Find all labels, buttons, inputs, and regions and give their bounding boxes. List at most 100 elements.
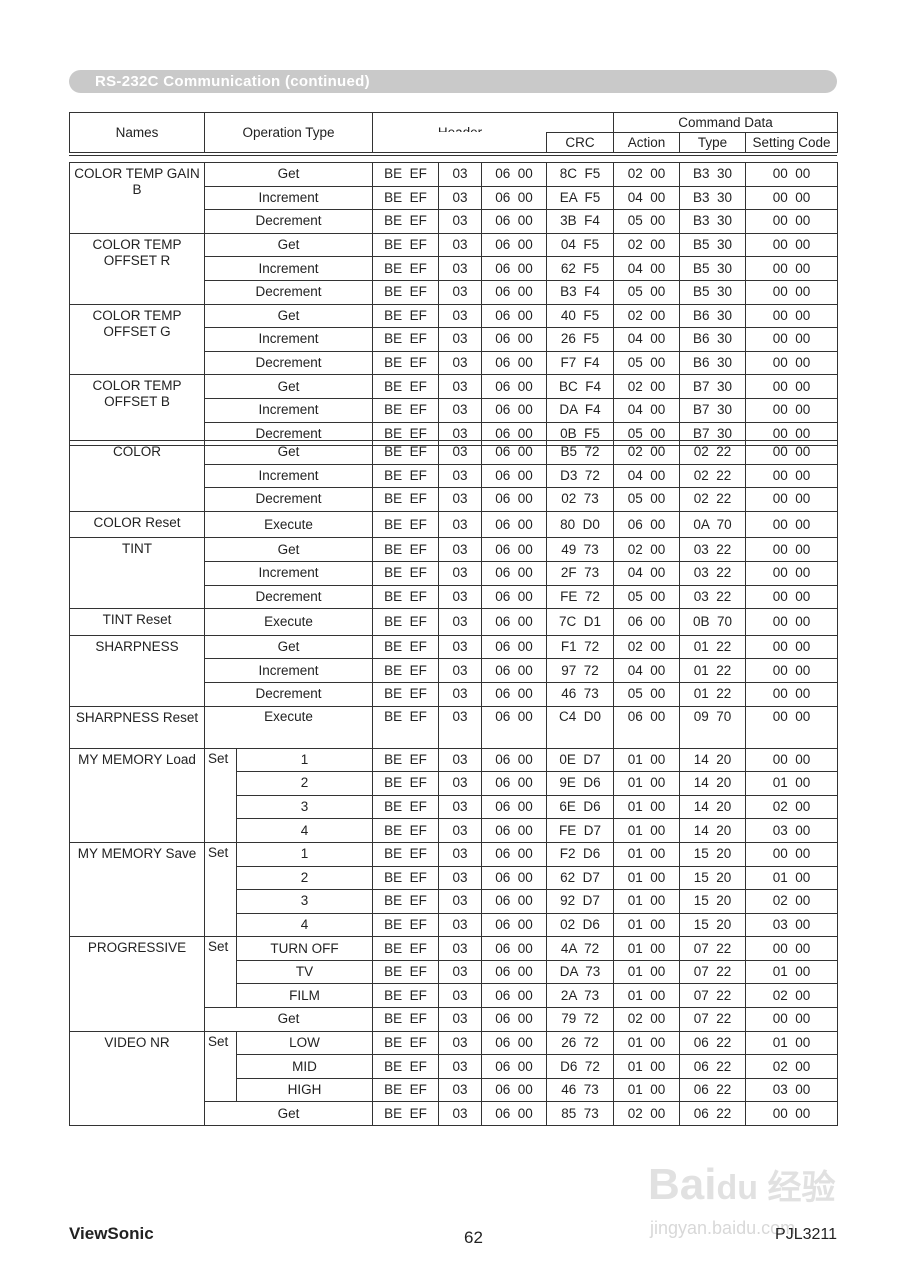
- header-bytes: BE EF: [372, 658, 440, 683]
- header-bytes: BE EF: [372, 537, 440, 562]
- action: 05 00: [613, 487, 681, 512]
- header-06-00: 06 00: [481, 510, 548, 539]
- action: 02 00: [613, 374, 681, 399]
- action: 02 00: [613, 232, 681, 258]
- action: 01 00: [613, 959, 681, 985]
- command-name: COLOR: [69, 440, 205, 512]
- header-header: Header: [371, 112, 615, 133]
- operation-value: FILM: [235, 983, 374, 1009]
- header-bytes: BE EF: [372, 1054, 440, 1079]
- table-row: COLOR TEMP GAIN B Get BE EF 03 06 00 8C F5 02 …: [69, 162, 839, 234]
- crc: FE D7: [546, 818, 615, 843]
- action: 06 00: [613, 608, 681, 636]
- action: 01 00: [613, 771, 681, 796]
- crc: 26 F5: [546, 327, 615, 352]
- table-row: TV BE EF 03 06 00 DA 73 01 00 07 22 01 00: [70, 959, 839, 985]
- header-03: 03: [438, 537, 483, 562]
- action: 01 00: [613, 865, 681, 891]
- setting-code: 00 00: [745, 1101, 839, 1127]
- setting-code: 00 00: [745, 256, 839, 281]
- type: 06 22: [679, 1101, 747, 1127]
- header-bytes: BE EF: [372, 162, 440, 187]
- action: 04 00: [613, 658, 681, 683]
- header-03: 03: [438, 1007, 483, 1032]
- type: B5 30: [679, 279, 747, 305]
- table-row: 3 BE EF 03 06 00 6E D6 01 00 14 20 02 00: [70, 794, 839, 820]
- crc: 62 D7: [546, 865, 615, 891]
- header-03: 03: [438, 841, 483, 867]
- type: 07 22: [679, 936, 747, 961]
- type: 15 20: [679, 841, 747, 867]
- header-03: 03: [438, 912, 483, 938]
- header-06-00: 06 00: [481, 162, 548, 187]
- header-03: 03: [438, 397, 483, 423]
- header-06-00: 06 00: [481, 350, 548, 376]
- header-03: 03: [438, 256, 483, 281]
- operation-type: Execute: [203, 608, 374, 636]
- table-row: 4 BE EF 03 06 00 02 D6 01 00 15 20 03 00: [70, 912, 839, 938]
- type: 01 22: [679, 658, 747, 683]
- action: 01 00: [613, 983, 681, 1009]
- setting-code: 02 00: [745, 794, 839, 820]
- header-06-00: 06 00: [481, 1030, 548, 1056]
- table-row: Decrement BE EF 03 06 00 3B F4 05 00 B3 30 00 0…: [70, 209, 839, 234]
- header-06-00: 06 00: [481, 889, 548, 914]
- type: 15 20: [679, 889, 747, 914]
- table-row: Increment BE EF 03 06 00 62 F5 04 00 B5 30 00 0…: [70, 256, 839, 281]
- action: 02 00: [613, 162, 681, 187]
- table-header: Names Operation Type Header Command Data…: [69, 112, 839, 153]
- table-row: COLOR TEMP OFFSET G Get BE EF 03 06 00 40 F5 0…: [69, 303, 839, 376]
- header-06-00: 06 00: [481, 256, 548, 281]
- header-bytes: BE EF: [372, 865, 440, 891]
- table-row: HIGH BE EF 03 06 00 46 73 01 00 06 22 03 00: [70, 1077, 839, 1103]
- setting-code: 00 00: [745, 162, 839, 187]
- type: 07 22: [679, 1007, 747, 1032]
- action: 02 00: [613, 537, 681, 562]
- command-name: COLOR Reset: [69, 510, 205, 539]
- crc: D6 72: [546, 1054, 615, 1079]
- header-03: 03: [438, 747, 483, 773]
- header-bytes: BE EF: [372, 959, 440, 985]
- header-bytes: BE EF: [372, 232, 440, 258]
- action: 04 00: [613, 327, 681, 352]
- header-bytes: BE EF: [372, 584, 440, 610]
- header-bytes: BE EF: [372, 818, 440, 843]
- header-03: 03: [438, 936, 483, 961]
- operation-value: 3: [235, 889, 374, 914]
- header-bytes: BE EF: [372, 487, 440, 512]
- crc: EA F5: [546, 185, 615, 211]
- header-06-00: 06 00: [481, 1054, 548, 1079]
- crc: 02 73: [546, 487, 615, 512]
- set-label: Set: [204, 936, 237, 1009]
- section-title: RS-232C Communication (continued): [95, 73, 370, 90]
- header-03: 03: [438, 440, 483, 465]
- header-06-00: 06 00: [481, 634, 548, 660]
- setting-code: 03 00: [745, 912, 839, 938]
- header-bytes: BE EF: [372, 350, 440, 376]
- operation-value: 4: [235, 912, 374, 938]
- header-03: 03: [438, 584, 483, 610]
- header-bytes: BE EF: [372, 747, 440, 773]
- action: 05 00: [613, 681, 681, 707]
- action: 01 00: [613, 1054, 681, 1079]
- operation-value: TURN OFF: [235, 936, 374, 961]
- type: 14 20: [679, 747, 747, 773]
- setting-code: 00 00: [745, 747, 839, 773]
- crc: 97 72: [546, 658, 615, 683]
- header-command-data: Command Data: [613, 112, 839, 133]
- operation-type: Increment: [203, 327, 374, 352]
- command-name: COLOR TEMP OFFSET G: [69, 303, 205, 376]
- header-03: 03: [438, 374, 483, 399]
- type: 03 22: [679, 537, 747, 562]
- table-row: Decrement BE EF 03 06 00 F7 F4 05 00 B6 30 00 0…: [70, 350, 839, 376]
- table-row: Increment BE EF 03 06 00 EA F5 04 00 B3 30 00 0…: [70, 185, 839, 211]
- type: B7 30: [679, 397, 747, 423]
- setting-code: 00 00: [745, 681, 839, 707]
- operation-value: HIGH: [235, 1077, 374, 1103]
- crc: 46 73: [546, 681, 615, 707]
- header-bytes: BE EF: [372, 560, 440, 586]
- table-row: Get BE EF 03 06 00 85 73 02 00 06 22 00 00: [70, 1101, 839, 1127]
- header-06-00: 06 00: [481, 681, 548, 707]
- set-label: Set: [204, 747, 237, 843]
- command-name: PROGRESSIVE: [69, 936, 205, 1032]
